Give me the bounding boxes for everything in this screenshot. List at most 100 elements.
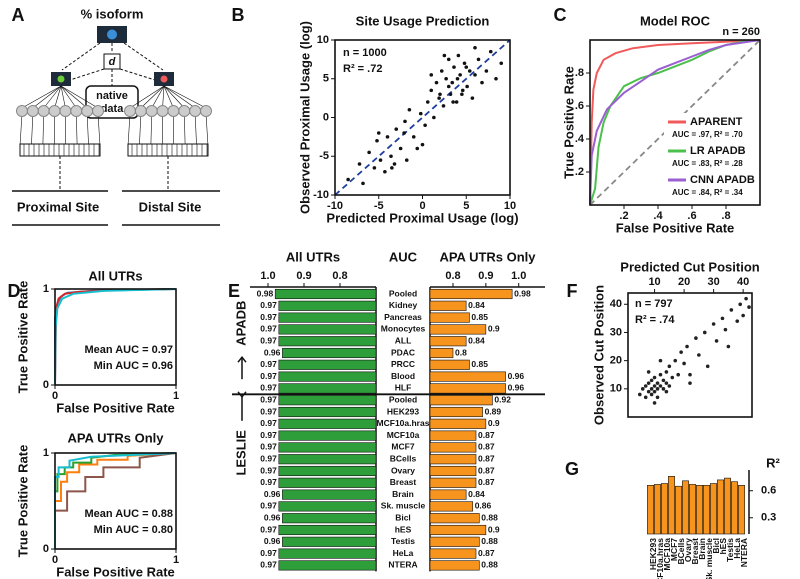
x-axis-title: Predicted Proximal Usage (log) [326, 210, 518, 225]
point [652, 375, 657, 380]
point [658, 358, 663, 363]
y-tick-label: 10 [610, 383, 622, 395]
net-node [81, 105, 94, 117]
bar [738, 485, 745, 535]
point [429, 88, 434, 93]
bar [429, 300, 467, 311]
net-edge [43, 85, 62, 109]
net-node [134, 105, 147, 117]
point [462, 61, 467, 66]
bar [429, 371, 506, 382]
bar [429, 442, 477, 453]
net-edge [21, 85, 62, 109]
category-label: Brain [392, 489, 414, 499]
point [673, 358, 678, 363]
value-label: 0.97 [260, 501, 277, 511]
point [454, 100, 459, 104]
networks [16, 85, 212, 189]
point [649, 392, 654, 397]
point [411, 135, 416, 139]
value-label: 0.88 [481, 512, 498, 522]
point [465, 84, 469, 89]
bar [429, 418, 487, 429]
series-line [54, 452, 177, 549]
x-tick-label: 0 [419, 200, 425, 212]
x-axis-title: False Positive Rate [616, 220, 735, 235]
net-node [124, 105, 136, 117]
panel-label: D [8, 281, 21, 301]
connector [69, 68, 105, 81]
value-label: 0.84 [468, 489, 485, 499]
point [418, 111, 423, 116]
point [441, 104, 446, 108]
point [460, 92, 464, 97]
value-label: 0.97 [260, 324, 277, 334]
legend-note: AUC = .84, R² = .34 [672, 188, 743, 197]
category-label: Ovary [391, 465, 415, 475]
point [682, 361, 686, 366]
point [392, 162, 397, 166]
point [494, 76, 498, 81]
chart-title: All UTRs [88, 268, 142, 283]
point [694, 336, 698, 340]
point [652, 384, 657, 388]
point [402, 131, 406, 135]
point [697, 353, 701, 357]
legend-label: LR APADB [690, 145, 746, 157]
point [415, 146, 420, 151]
point [638, 392, 642, 397]
chart-title: APA UTRs Only [67, 430, 164, 445]
category-label: Testis [391, 536, 415, 546]
annotation: Min AUC = 0.80 [94, 524, 173, 536]
bar [278, 300, 377, 311]
point [655, 387, 660, 391]
bar [278, 312, 377, 323]
sequence-strip [19, 143, 101, 157]
series-line [54, 452, 177, 549]
bar [731, 481, 738, 535]
value-label: 0.89 [485, 406, 502, 416]
bar [429, 383, 506, 394]
bar [278, 442, 377, 453]
x-tick-label: 0 [52, 390, 58, 402]
center-label: AUC [389, 249, 418, 264]
net-edge [19, 113, 23, 145]
x-tick-label: MCF10a.hras [655, 538, 665, 579]
net-edge [86, 113, 89, 145]
x-tick-label: .8 [721, 210, 730, 222]
value-label: 0.9 [488, 324, 500, 334]
point [467, 69, 472, 73]
bar [429, 501, 474, 512]
category-label: Sk. muscle [381, 501, 426, 511]
category-label: PDAC [391, 347, 415, 357]
net-edge [42, 113, 45, 145]
category-label: Breast [390, 477, 417, 487]
y-tick-label: 1 [43, 283, 49, 295]
x-tick-label: MCF10a [662, 538, 672, 571]
point [476, 57, 481, 62]
point [738, 302, 742, 307]
point [390, 166, 394, 170]
bar [278, 430, 377, 441]
net-edge [162, 85, 165, 109]
x-tick-label: Brain [697, 538, 707, 560]
net-node [26, 105, 39, 117]
series-title: APA UTRs Only [439, 249, 536, 264]
point [726, 344, 731, 349]
x-tick-label: -10 [327, 200, 343, 212]
point [661, 378, 666, 383]
bar [429, 430, 477, 441]
category-label: hES [395, 524, 412, 534]
point [442, 53, 447, 58]
x-axis-title: Predicted Cut Position [620, 259, 759, 274]
plot-background [55, 289, 176, 385]
value-label: 0.97 [260, 312, 277, 322]
bar [429, 454, 477, 465]
annotation: Mean AUC = 0.97 [84, 344, 173, 356]
bar [717, 479, 724, 535]
x-tick-label: HeLa [732, 538, 742, 559]
legend-note: AUC = .97, R² = .70 [672, 130, 743, 139]
native-data-label: data [101, 103, 125, 115]
x-tick-label: 0.9 [296, 270, 311, 282]
x-tick-label: Sk. muscle [704, 538, 714, 579]
